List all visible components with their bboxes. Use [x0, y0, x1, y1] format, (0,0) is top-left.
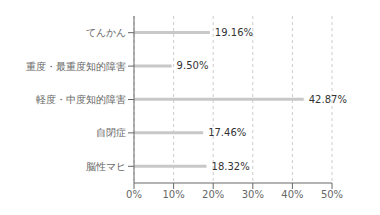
svg-text:19.16%: 19.16%: [215, 27, 253, 38]
svg-text:9.50%: 9.50%: [177, 60, 209, 71]
svg-text:軽度・中度知的障害: 軽度・中度知的障害: [36, 94, 126, 105]
svg-text:20%: 20%: [202, 189, 224, 200]
svg-text:50%: 50%: [321, 189, 343, 200]
svg-text:てんかん: てんかん: [86, 27, 126, 38]
svg-text:重度・最重度知的障害: 重度・最重度知的障害: [26, 61, 126, 72]
svg-text:40%: 40%: [281, 189, 303, 200]
svg-text:17.46%: 17.46%: [208, 127, 246, 138]
svg-text:42.87%: 42.87%: [309, 94, 347, 105]
svg-text:0%: 0%: [126, 189, 142, 200]
svg-text:30%: 30%: [242, 189, 264, 200]
svg-text:10%: 10%: [162, 189, 184, 200]
svg-text:自閉症: 自閉症: [96, 127, 126, 138]
svg-text:18.32%: 18.32%: [212, 161, 250, 172]
svg-text:脳性マヒ: 脳性マヒ: [86, 161, 126, 172]
